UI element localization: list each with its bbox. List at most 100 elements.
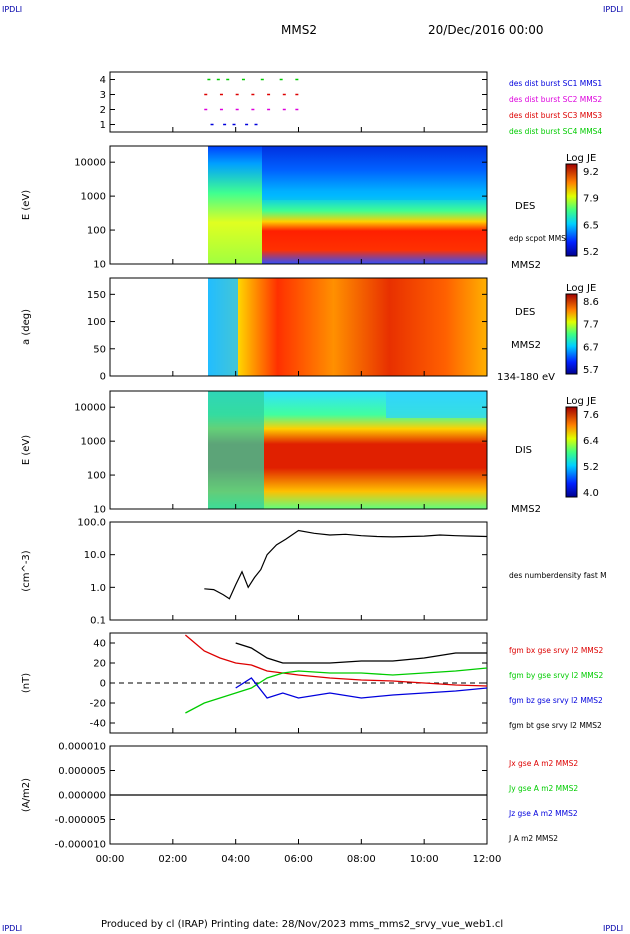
dis-energy-sc: MMS2 bbox=[511, 504, 541, 515]
des-energy-gap bbox=[262, 192, 487, 200]
burst-legend-item: des dist burst SC4 MMS4 bbox=[509, 127, 602, 136]
pitch-angle-sc: MMS2 bbox=[511, 340, 541, 351]
corner-label-bl: IPDLI bbox=[2, 924, 22, 933]
dis-energy-colorbar-tick-label: 7.6 bbox=[583, 410, 599, 421]
des-energy-onset bbox=[208, 146, 262, 264]
time-tick-label: 04:00 bbox=[221, 854, 250, 865]
dis-energy-gap bbox=[386, 391, 487, 418]
density-legend: des numberdensity fast M bbox=[509, 571, 607, 580]
bfield-axis-tick-label: 0 bbox=[100, 679, 106, 690]
bfield-axis-tick-label: -20 bbox=[90, 699, 106, 710]
des-energy-sc: MMS2 bbox=[511, 260, 541, 271]
current-legend-item: Jy gse A m2 MMS2 bbox=[508, 784, 578, 793]
bfield-legend-item: fgm bt gse srvy l2 MMS2 bbox=[509, 721, 602, 730]
burst-legend-item: des dist burst SC2 MMS2 bbox=[509, 95, 602, 104]
pitch-angle-energy: 134-180 eV bbox=[497, 372, 555, 383]
current-legend-item: J A m2 MMS2 bbox=[508, 834, 558, 843]
pitch-colorbar-title: Log JE bbox=[566, 283, 596, 294]
time-axis: 00:00 02:00 04:00 06:00 08:00 10:00 12:00 bbox=[96, 127, 501, 865]
header-date: 20/Dec/2016 00:00 bbox=[428, 23, 544, 37]
des-energy-species: DES bbox=[515, 201, 535, 212]
current-axis-tick-label: 0.000000 bbox=[58, 791, 106, 802]
current-axis-tick-label: 0.000005 bbox=[58, 766, 106, 777]
bfield-ylabel: (nT) bbox=[21, 673, 32, 693]
bfield-axis-tick-label: 40 bbox=[93, 639, 106, 650]
pitch-angle-onset bbox=[208, 278, 238, 376]
corner-label-tr: IPDLI bbox=[603, 5, 623, 14]
panel-burst-frame bbox=[109, 71, 488, 133]
panel-bfield: (nT) -40 -20 0 20 40 fgm bx gse srvy l2 MMS2… bbox=[21, 632, 604, 734]
panel-des-energy: E (eV) 10 100 1000 10000 DES edp scpot MMS2… bbox=[21, 145, 599, 271]
corner-label-tl: IPDLI bbox=[2, 5, 22, 14]
des-energy-colorbar-tick-label: 7.9 bbox=[583, 194, 599, 205]
dis-energy-colorbar-tick-label: 4.0 bbox=[583, 488, 599, 499]
bfield-axis-tick-label: 20 bbox=[93, 659, 106, 670]
density-line bbox=[204, 529, 488, 600]
des-energy-axis-tick-label: 100 bbox=[87, 226, 106, 237]
panel-current: (A/m2) -0.000010 -0.000005 0.000000 0.00000… bbox=[21, 742, 578, 851]
burst-axis-tick-label: 3 bbox=[100, 90, 106, 101]
burst-axis-tick-label: 2 bbox=[100, 105, 106, 116]
burst-legend-item: des dist burst SC1 MMS1 bbox=[509, 79, 602, 88]
pitch-angle-ylabel: a (deg) bbox=[21, 309, 32, 345]
density-axis-tick-label: 10.0 bbox=[84, 550, 106, 561]
dis-energy-species: DIS bbox=[515, 445, 532, 456]
des-energy-colorbar-tick-label: 9.2 bbox=[583, 167, 599, 178]
panel-density: (cm^-3) 0.1 1.0 10.0 100.0 des numberdensit… bbox=[21, 518, 607, 627]
dis-energy-colorbar-tick-label: 6.4 bbox=[583, 436, 599, 447]
corner-label-br: IPDLI bbox=[603, 924, 623, 933]
des-energy-axis-tick-label: 10000 bbox=[74, 158, 106, 169]
dis-energy-colorbar-title: Log JE bbox=[566, 396, 596, 407]
dis-energy-ylabel: E (eV) bbox=[21, 435, 32, 465]
dis-energy-axis-tick-label: 1000 bbox=[81, 437, 106, 448]
des-energy-axis-tick-label: 1000 bbox=[81, 192, 106, 203]
panel-density-frame bbox=[109, 521, 488, 621]
time-tick-label: 08:00 bbox=[347, 854, 376, 865]
dis-energy-colorbar-bar bbox=[565, 406, 578, 498]
bfield-line-bx bbox=[184, 634, 488, 687]
pitch-axis-tick-label: 0 bbox=[100, 372, 106, 383]
time-tick-label: 00:00 bbox=[96, 854, 125, 865]
pitch-axis-tick-label: 50 bbox=[93, 344, 106, 355]
time-tick-label: 02:00 bbox=[158, 854, 187, 865]
pitch-axis-tick-label: 100 bbox=[87, 317, 106, 328]
burst-axis-tick-label: 4 bbox=[100, 75, 106, 86]
pitch-colorbar-bar bbox=[565, 293, 578, 375]
pitch-colorbar-tick-label: 7.7 bbox=[583, 320, 599, 331]
footer-text: Produced by cl (IRAP) Printing date: 28/… bbox=[101, 919, 503, 930]
dis-energy-colorbar-tick-label: 5.2 bbox=[583, 462, 599, 473]
bfield-legend-item: fgm by gse srvy l2 MMS2 bbox=[509, 671, 604, 680]
pitch-angle-species: DES bbox=[515, 307, 535, 318]
density-ylabel: (cm^-3) bbox=[21, 550, 32, 591]
time-tick-label: 06:00 bbox=[284, 854, 313, 865]
bfield-axis-tick-label: -40 bbox=[90, 719, 106, 730]
density-axis-tick-label: 100.0 bbox=[77, 518, 106, 529]
des-energy-extra: edp scpot MMS2 bbox=[509, 234, 571, 243]
current-axis-tick-label: -0.000005 bbox=[55, 815, 106, 826]
des-energy-colorbar-bar bbox=[565, 163, 578, 257]
panel-dis-energy: E (eV) 10 100 1000 10000 DIS MMS2 Log JE 7.6… bbox=[21, 390, 599, 516]
des-energy-axis-tick-label: 10 bbox=[93, 260, 106, 271]
burst-axis-tick-label: 1 bbox=[100, 120, 106, 131]
header-spacecraft: MMS2 bbox=[281, 23, 317, 37]
bfield-legend-item: fgm bz gse srvy l2 MMS2 bbox=[509, 696, 603, 705]
pitch-colorbar-tick-label: 5.7 bbox=[583, 365, 599, 376]
bfield-line-bz bbox=[235, 677, 488, 699]
panel-burst: 1 2 3 4 des dist burst SC1 MMS1 des dist bur… bbox=[100, 71, 602, 136]
current-axis-tick-label: -0.000010 bbox=[55, 840, 106, 851]
bfield-line-bt bbox=[235, 642, 487, 664]
des-energy-ylabel: E (eV) bbox=[21, 190, 32, 220]
des-energy-colorbar-tick-label: 5.2 bbox=[583, 247, 599, 258]
dis-energy-axis-tick-label: 10000 bbox=[74, 403, 106, 414]
current-ylabel: (A/m2) bbox=[21, 778, 32, 812]
current-axis-tick-label: 0.000010 bbox=[58, 742, 106, 753]
dis-energy-onset bbox=[208, 391, 264, 509]
dis-energy-axis-tick-label: 10 bbox=[93, 505, 106, 516]
density-axis-tick-label: 1.0 bbox=[90, 583, 106, 594]
pitch-colorbar-tick-label: 6.7 bbox=[583, 342, 599, 353]
time-tick-label: 10:00 bbox=[410, 854, 439, 865]
des-energy-colorbar-title: Log JE bbox=[566, 153, 596, 164]
bfield-legend-item: fgm bx gse srvy l2 MMS2 bbox=[509, 646, 604, 655]
density-axis-tick-label: 0.1 bbox=[90, 616, 106, 627]
